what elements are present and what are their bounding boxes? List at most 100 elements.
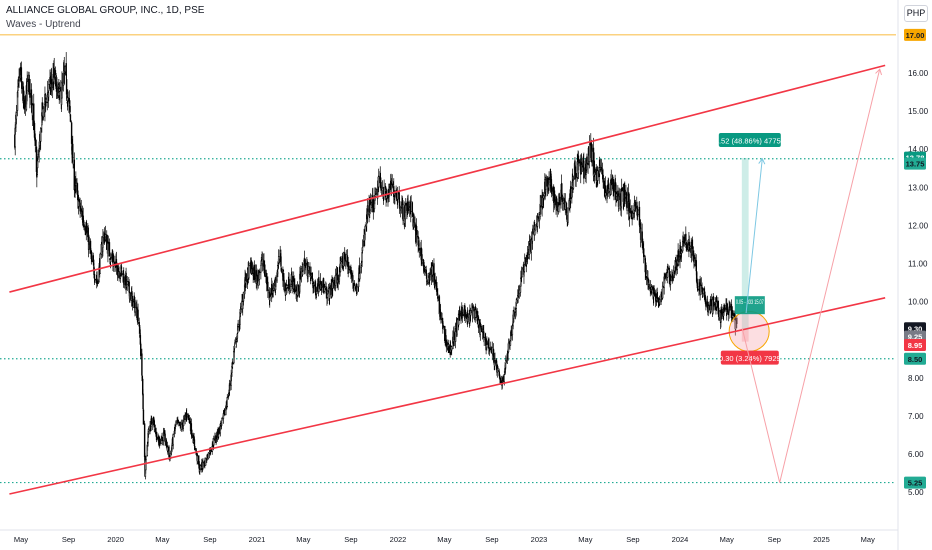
candle-body <box>418 248 420 251</box>
candle-body <box>548 179 550 186</box>
candle-body <box>680 251 683 254</box>
candle-body <box>411 202 414 212</box>
candle-body <box>123 283 126 285</box>
candle-body <box>695 260 697 272</box>
candle-body <box>402 204 404 221</box>
candle-body <box>551 185 553 192</box>
target-zone[interactable] <box>741 157 749 331</box>
price-axis[interactable]: 5.006.007.008.009.0010.0011.0012.0013.00… <box>897 0 929 550</box>
candle-body <box>137 309 139 322</box>
candle-body <box>380 188 383 191</box>
candle-body <box>593 160 595 174</box>
candle-body <box>85 225 88 233</box>
candle-body <box>210 449 212 452</box>
candle-body <box>280 268 283 272</box>
bullish-projection[interactable] <box>745 158 763 314</box>
candle-body <box>432 265 434 276</box>
study-label[interactable]: Waves - Uptrend <box>6 19 81 30</box>
candle-body <box>145 455 147 460</box>
candle-body <box>107 241 110 244</box>
projection-paths[interactable] <box>741 68 883 483</box>
candle-body <box>521 269 523 277</box>
candle-body <box>394 192 396 196</box>
candle-body <box>511 325 514 336</box>
candle-body <box>478 319 480 326</box>
channel-line-upper[interactable] <box>9 64 886 293</box>
candle-body <box>150 417 153 425</box>
bearish-projection[interactable] <box>741 69 881 483</box>
candle-body <box>37 154 39 159</box>
candle-body <box>242 292 245 302</box>
candle-body <box>128 281 130 293</box>
time-axis[interactable]: May Sep 2020 May Sep 2021 May Sep 2022 May Sep 2023… <box>0 529 898 544</box>
candle-body <box>480 328 483 333</box>
candle-body <box>75 178 77 184</box>
candle-body <box>537 216 539 219</box>
channel-line-lower[interactable] <box>9 297 886 495</box>
price-tick-label: 7.00 <box>908 412 924 421</box>
symbol-title[interactable]: ALLIANCE GLOBAL GROUP, INC., 1D, PSE <box>6 5 205 16</box>
candle-body <box>683 236 685 244</box>
candle-body <box>496 366 499 369</box>
candle-body <box>475 309 477 314</box>
trend-channel[interactable] <box>9 64 886 495</box>
candle-body <box>483 337 485 340</box>
candle-body <box>299 271 301 280</box>
time-tick-label: May <box>861 535 875 544</box>
candle-body <box>670 276 672 282</box>
candle-body <box>388 186 391 188</box>
candle-body <box>134 307 137 313</box>
price-badge: 9.25 <box>908 333 923 342</box>
candle-body <box>486 340 488 345</box>
candle-body <box>710 299 713 307</box>
candle-body <box>383 187 385 196</box>
candle-body <box>108 242 111 257</box>
currency-badge[interactable]: PHP <box>904 5 928 22</box>
candle-body <box>352 275 354 282</box>
ratio-label: 0.05 - 833 15.07 <box>736 300 764 306</box>
candle-body <box>697 289 699 291</box>
candle-body <box>361 247 364 252</box>
candle-body <box>459 309 461 316</box>
price-badge-box <box>904 476 926 489</box>
candle-body <box>30 89 33 106</box>
candle-body <box>118 271 120 277</box>
candle-body <box>637 209 640 216</box>
candle-body <box>77 200 80 207</box>
candle-body <box>287 287 289 289</box>
candle-body <box>672 270 675 277</box>
stop-zone[interactable] <box>741 330 749 342</box>
candle-body <box>467 316 469 322</box>
candle-body <box>712 299 714 314</box>
candle-body <box>153 420 155 428</box>
candle-body <box>120 266 123 270</box>
candle-body <box>123 276 125 283</box>
candle-body <box>499 377 502 383</box>
candle-body <box>440 311 442 320</box>
time-tick-label: Sep <box>626 535 639 544</box>
candle-body <box>227 395 230 398</box>
candle-body <box>594 168 596 171</box>
candle-body <box>161 437 164 442</box>
candle-body <box>68 98 70 104</box>
target-label-box[interactable] <box>718 132 781 147</box>
candle-body <box>50 78 53 85</box>
candle-body <box>269 293 272 297</box>
ratio-label-box[interactable] <box>734 296 765 315</box>
candle-body <box>591 151 594 161</box>
candle-body <box>155 431 158 441</box>
time-tick-label: Sep <box>62 535 75 544</box>
candle-body <box>126 281 128 285</box>
candle-body <box>491 346 493 355</box>
candle-body <box>410 201 412 212</box>
candle-body <box>56 81 58 99</box>
candle-body <box>283 279 285 290</box>
candle-body <box>199 469 201 472</box>
candle-body <box>418 240 420 246</box>
candle-body <box>518 289 521 294</box>
candle-body <box>493 353 495 363</box>
candle-body <box>69 114 72 122</box>
price-tick-label: 10.00 <box>908 298 929 307</box>
